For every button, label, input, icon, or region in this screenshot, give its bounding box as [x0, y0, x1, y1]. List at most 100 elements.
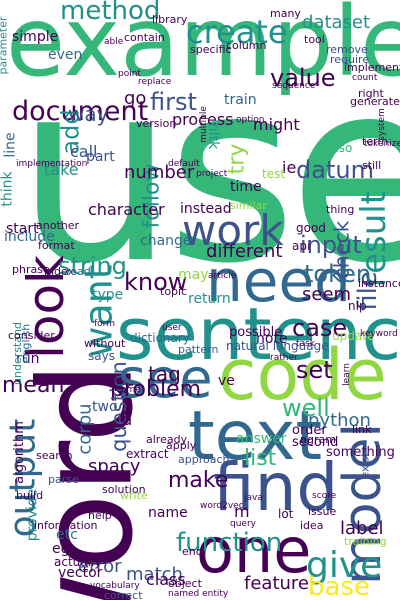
- word: use: [16, 27, 400, 318]
- word: datum: [296, 156, 374, 184]
- word: simple: [12, 29, 59, 45]
- word: function: [176, 528, 283, 558]
- word: process: [172, 110, 234, 129]
- word: issue: [308, 505, 337, 518]
- word: match: [126, 564, 183, 585]
- word: format: [38, 239, 75, 252]
- word: call: [70, 142, 98, 161]
- word: another: [36, 219, 80, 232]
- word: idea: [300, 519, 324, 532]
- word: keyword: [360, 329, 398, 339]
- word: pattern: [178, 343, 219, 356]
- word: able: [104, 37, 124, 47]
- word: article: [208, 271, 237, 281]
- word: solution: [102, 483, 146, 496]
- word: rather: [270, 353, 298, 363]
- word: list: [244, 446, 277, 471]
- word: run: [16, 351, 40, 367]
- word: default: [168, 159, 200, 169]
- word: well: [282, 394, 330, 422]
- word: option: [236, 115, 265, 125]
- word: value: [270, 64, 336, 92]
- word: parameter: [0, 16, 10, 75]
- word: approach: [178, 453, 230, 466]
- word: change: [140, 233, 192, 249]
- word: specific: [190, 43, 232, 56]
- word: many: [270, 7, 301, 20]
- word: etc: [56, 527, 78, 543]
- word: method: [60, 0, 161, 26]
- word: one: [196, 514, 312, 587]
- word: might: [253, 115, 300, 134]
- word: probably: [82, 375, 122, 385]
- word: case: [292, 314, 348, 342]
- word: project: [196, 169, 228, 179]
- word: thing: [326, 203, 355, 216]
- word: mean: [2, 373, 65, 398]
- word: something: [326, 445, 395, 460]
- word: instead: [180, 201, 232, 217]
- word: know: [124, 268, 188, 296]
- word: base: [308, 572, 370, 600]
- word: two: [92, 399, 118, 415]
- word: come: [116, 385, 141, 395]
- word: word2vec: [200, 501, 244, 511]
- word: api: [292, 239, 311, 253]
- word: string: [58, 252, 127, 280]
- word: instance: [358, 277, 400, 290]
- word: check: [329, 220, 354, 280]
- word: contain: [124, 31, 165, 44]
- word: tokenizer: [364, 139, 400, 149]
- word: also: [328, 141, 353, 155]
- word: help: [88, 509, 112, 522]
- word: first: [150, 88, 197, 116]
- word: generate: [350, 95, 400, 108]
- word: token: [304, 260, 372, 288]
- word: ve: [218, 373, 235, 389]
- word: parse: [48, 473, 79, 486]
- word: phrase: [12, 263, 50, 276]
- word: multiple: [198, 106, 209, 143]
- word: work: [182, 206, 284, 255]
- word: topic: [160, 285, 188, 298]
- word: require: [330, 53, 370, 66]
- word: tag: [148, 362, 181, 386]
- word: exist: [358, 452, 372, 479]
- word: version: [136, 117, 177, 130]
- word: spacy: [88, 456, 141, 477]
- word: says: [88, 349, 115, 363]
- word: task: [296, 339, 315, 349]
- word: class: [146, 570, 186, 589]
- word: sentence: [116, 292, 400, 376]
- word: label: [340, 518, 384, 539]
- word: information: [34, 519, 98, 532]
- word: time: [230, 179, 262, 195]
- word: character: [88, 200, 165, 219]
- word: similar: [230, 199, 267, 212]
- word: set: [296, 356, 333, 384]
- word: already: [146, 433, 188, 446]
- word: possible: [229, 325, 283, 340]
- word: error: [78, 556, 122, 577]
- word: need: [206, 247, 351, 315]
- word: natural language: [226, 339, 329, 353]
- word: train: [224, 92, 257, 108]
- word: nlp: [348, 299, 367, 313]
- word: score: [312, 491, 337, 501]
- word: name: [148, 505, 188, 521]
- word: note: [256, 331, 288, 347]
- word: m: [234, 502, 250, 521]
- word: test: [262, 167, 286, 181]
- word: ie: [282, 158, 297, 177]
- word: end: [182, 545, 203, 558]
- word: consider: [8, 329, 55, 342]
- word: training: [344, 535, 387, 548]
- word: ngram: [300, 433, 336, 446]
- word: term: [362, 135, 389, 148]
- word: second: [292, 435, 339, 450]
- word: answer: [236, 431, 287, 447]
- word: actually: [54, 555, 102, 569]
- word: remove: [326, 43, 368, 56]
- word: correct: [104, 589, 143, 600]
- word: eg: [52, 541, 70, 557]
